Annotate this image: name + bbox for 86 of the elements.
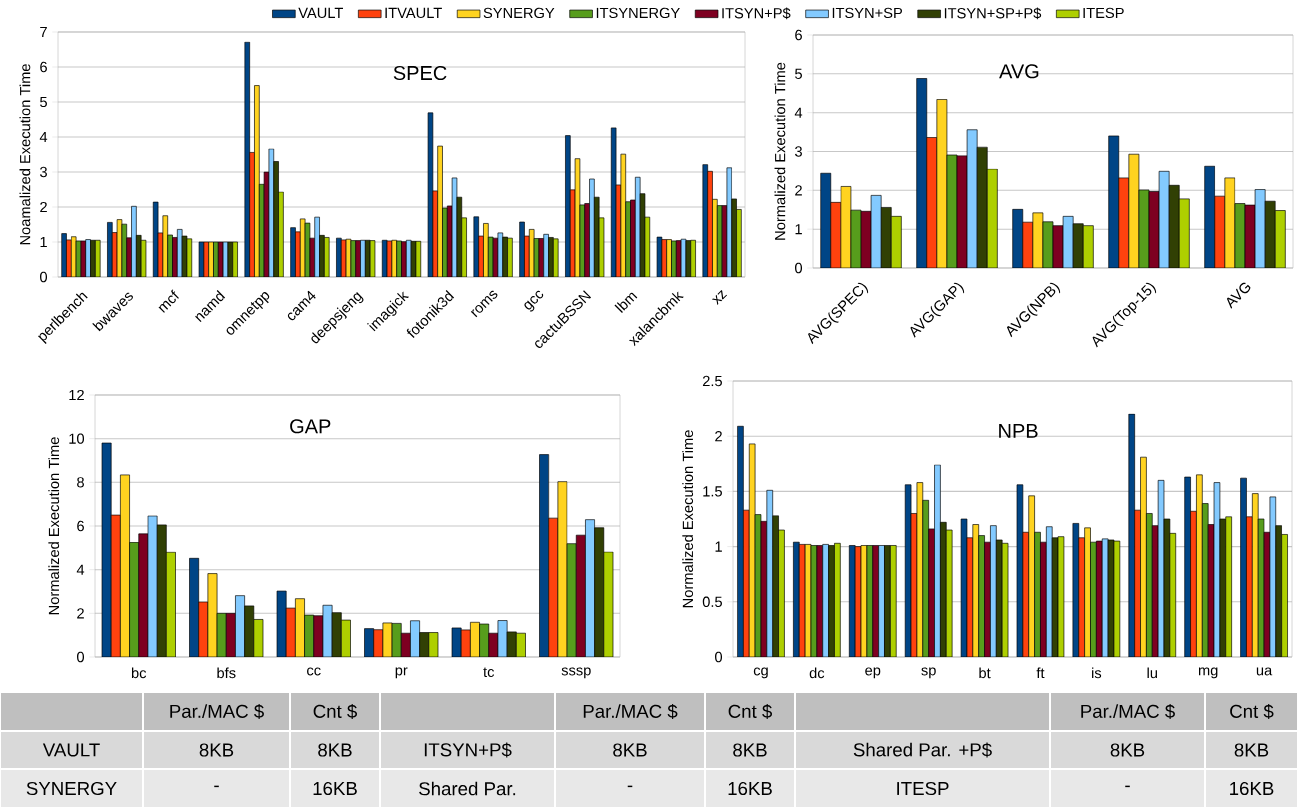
text: VAULT (42, 743, 100, 757)
category-label: Par./MAC $ (1081, 703, 1175, 720)
x-tick-label: dc (809, 667, 825, 679)
x-tick-label: ua (1256, 667, 1273, 676)
x-tick-label: ep (865, 667, 881, 679)
x-tick-label: sp (921, 667, 936, 679)
legend-label: ITESP (1083, 7, 1124, 19)
y-tick-label: 10 (69, 433, 85, 444)
text: SPEC (393, 65, 447, 81)
y-tick-label: 12 (69, 389, 84, 401)
x-tick-label: sssp (561, 667, 591, 679)
y-tick-label: 4 (794, 107, 803, 118)
y-tick-label: 0 (795, 262, 803, 274)
y-tick-label: 1 (715, 541, 722, 552)
y-tick-label: 4 (39, 131, 48, 143)
y-tick-label: 2 (795, 185, 802, 196)
legend-label: ITSYN+SP+P$ (944, 7, 1042, 20)
y-axis-title: Noamalized Execution Time (19, 64, 31, 245)
legend-label: VAULT (298, 7, 343, 19)
y-tick-label: 1.5 (703, 486, 722, 497)
text: 8KB (733, 743, 767, 757)
y-tick-label: 0 (40, 271, 48, 283)
y-tick-label: 1 (40, 236, 47, 248)
x-tick-label: bc (131, 667, 147, 679)
category-label: Cnt $ (728, 703, 772, 720)
y-tick-label: 8 (77, 477, 84, 488)
x-tick-label: cg (753, 667, 768, 679)
x-tick-label: is (1092, 667, 1102, 679)
y-tick-label: 1 (795, 224, 802, 235)
y-tick-label: 7 (40, 26, 47, 38)
y-tick-label: 3 (795, 146, 802, 157)
y-tick-label: 2 (40, 201, 47, 213)
text: NPB (999, 424, 1038, 438)
y-tick-label: 2 (77, 608, 84, 619)
y-tick-label: 5 (40, 96, 47, 108)
x-tick-label: lu (1147, 667, 1157, 679)
x-tick-label: tc (483, 667, 495, 678)
text: AVG (999, 64, 1039, 79)
text: - (1125, 785, 1130, 788)
text: 16KB (728, 781, 772, 796)
category-label: Par./MAC $ (170, 703, 264, 720)
text: 16KB (313, 781, 357, 796)
text: 8KB (1110, 743, 1145, 757)
legend-label: ITSYN+P$ (722, 7, 791, 20)
text: SYNERGY (26, 781, 117, 796)
text: 8KB (1234, 743, 1269, 757)
text: ITSYN+P$ (424, 742, 512, 758)
y-tick-label: 2 (715, 431, 722, 442)
text: Shared Par. +P$ (853, 742, 992, 758)
legend-label: ITVAULT (385, 7, 442, 19)
y-tick-label: 6 (40, 61, 47, 73)
x-tick-label: xz (711, 289, 728, 306)
y-tick-label: 0 (715, 651, 723, 663)
legend-label: SYNERGY (483, 7, 555, 19)
text: 8KB (318, 743, 352, 757)
text: Shared Par. (419, 781, 516, 796)
y-axis-title: Normalized Execution Time (774, 62, 786, 240)
text: ITESP (897, 781, 949, 796)
y-axis-title: Normalized Execution Time (48, 437, 60, 615)
legend-label: ITSYNERGY (596, 7, 680, 19)
category-label: Par./MAC $ (583, 703, 678, 720)
y-tick-label: 3 (40, 166, 47, 178)
text: 8KB (613, 743, 647, 757)
x-tick-label: mg (1198, 667, 1218, 679)
text: - (214, 785, 219, 788)
category-label: Cnt $ (1230, 703, 1274, 720)
y-tick-label: 2.5 (702, 375, 722, 387)
y-tick-label: 4 (76, 564, 85, 575)
x-tick-label: pr (395, 667, 408, 679)
y-tick-label: 5 (795, 68, 802, 79)
x-tick-label: ft (1036, 667, 1045, 679)
y-tick-label: 0.5 (702, 596, 722, 607)
y-axis-title: Normalized Execution Time (682, 430, 694, 608)
y-tick-label: 6 (77, 520, 84, 532)
text: - (627, 785, 633, 788)
legend-label: ITSYN+SP (832, 7, 903, 19)
x-tick-label: cc (307, 667, 321, 676)
x-tick-label: bfs (217, 667, 236, 679)
y-tick-label: 0 (77, 651, 85, 663)
text: 8KB (199, 743, 234, 757)
y-tick-label: 6 (795, 29, 802, 41)
text: GAP (290, 419, 331, 434)
text: 16KB (1230, 781, 1274, 796)
x-tick-label: bt (979, 667, 991, 679)
x-tick-label: mcf (158, 289, 179, 313)
category-label: Cnt $ (313, 703, 357, 720)
